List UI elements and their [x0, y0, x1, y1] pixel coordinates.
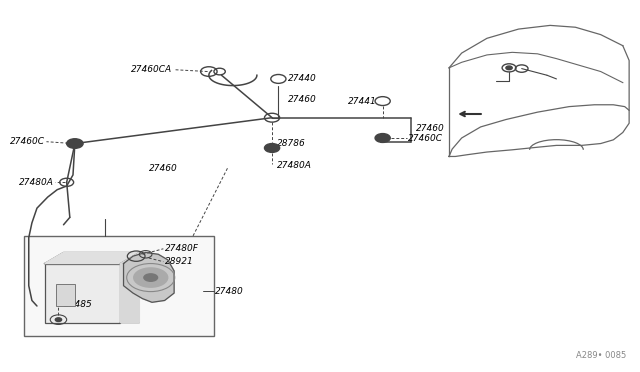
Bar: [45, 263, 120, 323]
Text: 27460C: 27460C: [408, 134, 443, 142]
Circle shape: [143, 273, 158, 282]
Circle shape: [264, 144, 280, 153]
Text: A289• 0085: A289• 0085: [576, 350, 626, 359]
Text: 27460CA: 27460CA: [131, 65, 172, 74]
Polygon shape: [120, 253, 140, 323]
Text: 28786: 28786: [277, 139, 306, 148]
Polygon shape: [124, 253, 174, 302]
Text: 27441: 27441: [348, 97, 376, 106]
Circle shape: [506, 66, 512, 70]
Polygon shape: [45, 253, 140, 263]
Text: 27460C: 27460C: [10, 137, 45, 146]
Bar: [24, 236, 214, 336]
Circle shape: [133, 267, 168, 288]
Text: 27480A: 27480A: [277, 161, 312, 170]
Text: 27440: 27440: [288, 74, 317, 83]
Text: 27485: 27485: [63, 300, 92, 309]
Text: 27460: 27460: [416, 124, 445, 133]
Text: 27480: 27480: [215, 287, 244, 296]
Circle shape: [67, 139, 83, 148]
Text: 27480F: 27480F: [164, 244, 198, 253]
Circle shape: [375, 134, 390, 142]
Text: 28921: 28921: [164, 257, 193, 266]
Text: 27460: 27460: [288, 95, 317, 104]
Circle shape: [55, 318, 61, 321]
Text: 27460: 27460: [149, 164, 177, 173]
Text: 27480A: 27480A: [19, 178, 53, 187]
Bar: [56, 284, 75, 306]
